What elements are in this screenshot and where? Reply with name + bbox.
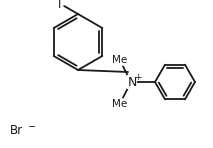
Text: +: + — [134, 73, 142, 82]
Text: I: I — [58, 0, 61, 12]
Text: Br: Br — [10, 124, 23, 137]
Text: N: N — [127, 75, 137, 89]
Text: −: − — [28, 122, 36, 132]
Text: Me: Me — [112, 99, 128, 109]
Text: Me: Me — [112, 55, 128, 65]
